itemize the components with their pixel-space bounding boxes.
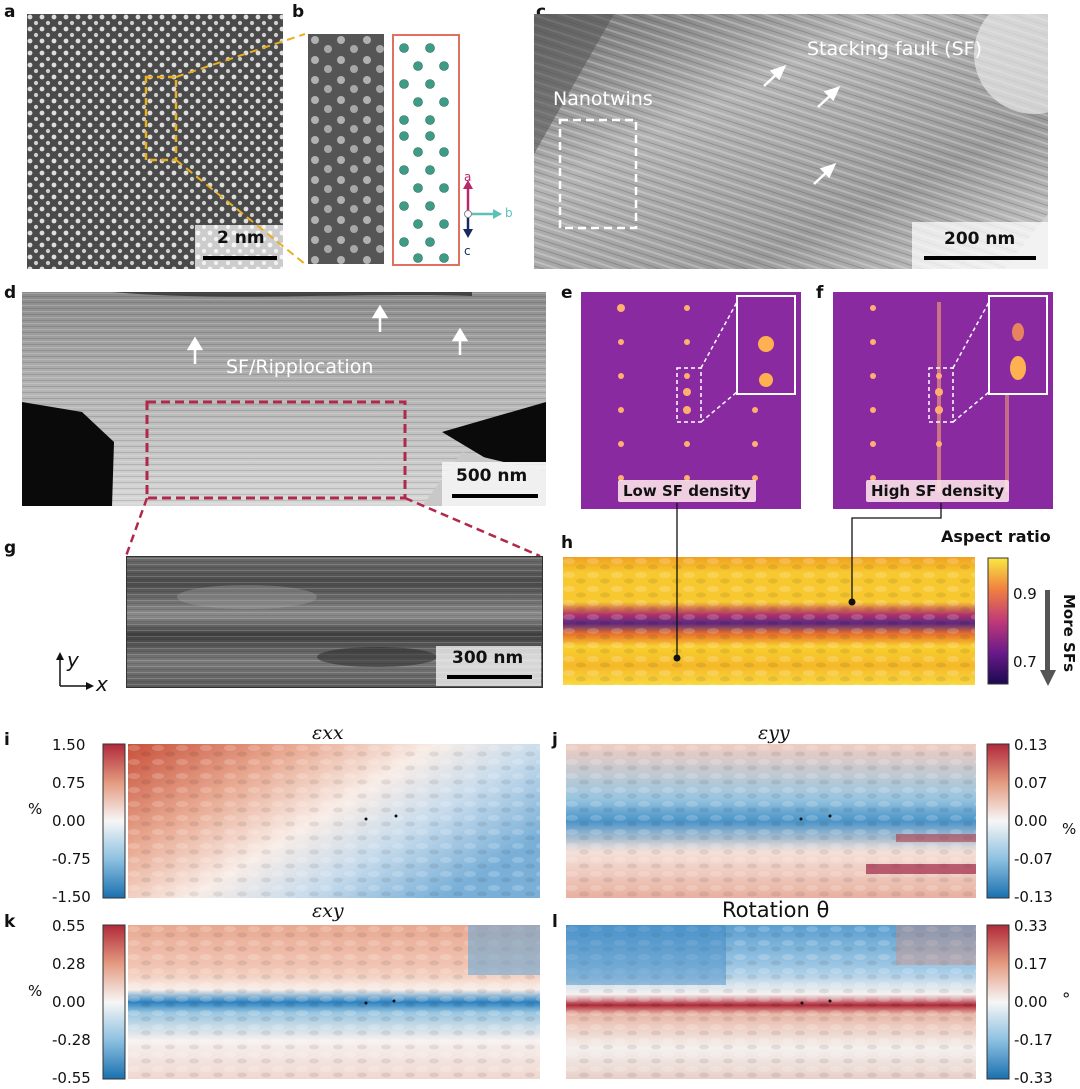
panel-l-tick-4: -0.33 — [1014, 1069, 1053, 1087]
panel-c-scalebar-label: 200 nm — [944, 229, 1016, 249]
panel-h-tick-0: 0.9 — [1013, 585, 1037, 603]
panel-j-colorbar — [986, 743, 1010, 899]
panel-label-b: b — [292, 2, 305, 22]
panel-k-tick-3: -0.28 — [52, 1031, 91, 1049]
panel-i-colorbar — [102, 743, 126, 899]
high-sf-density-label: High SF density — [866, 480, 1010, 502]
panel-l-tick-0: 0.33 — [1014, 917, 1048, 935]
panel-j-tick-4: -0.13 — [1014, 888, 1053, 906]
panel-a-scalebar-label: 2 nm — [217, 228, 265, 248]
panel-k-unit: % — [28, 982, 43, 1000]
panel-l-unit: ° — [1062, 990, 1071, 1010]
panel-k-tick-4: -0.55 — [52, 1069, 91, 1087]
panel-l-colorbar — [986, 924, 1010, 1080]
panel-h-colorbar — [987, 557, 1009, 685]
axis-label-c: c — [464, 244, 471, 258]
aspect-ratio-title: Aspect ratio — [941, 527, 1051, 546]
panel-i-strain-map — [128, 744, 540, 898]
zoom-lines-d-g — [124, 496, 541, 558]
panel-j-title: εyy — [758, 722, 790, 744]
panel-j-unit: % — [1062, 820, 1077, 838]
panel-label-c: c — [536, 2, 547, 22]
panel-j-tick-0: 0.13 — [1014, 736, 1048, 754]
panel-i-tick-4: -1.50 — [52, 888, 91, 906]
nanotwins-label: Nanotwins — [553, 88, 653, 110]
sf-ripplocation-label: SF/Ripplocation — [226, 356, 374, 378]
panel-label-d: d — [4, 283, 17, 303]
panel-j-tick-2: 0.00 — [1014, 812, 1048, 830]
panel-j-tick-3: -0.07 — [1014, 850, 1053, 868]
more-sfs-arrow — [1040, 590, 1056, 686]
panel-c-annotations — [558, 64, 841, 230]
panel-e-fft — [581, 292, 801, 509]
panel-l-tick-2: 0.00 — [1014, 993, 1048, 1011]
panel-label-i: i — [4, 730, 10, 750]
panel-l-title: Rotation θ — [722, 898, 830, 922]
panel-i-unit: % — [28, 800, 43, 818]
panel-label-k: k — [4, 912, 16, 932]
panel-k-tick-1: 0.28 — [52, 955, 86, 973]
stacking-fault-label: Stacking fault (SF) — [807, 38, 982, 60]
panel-a-scalebar-bg — [195, 225, 283, 269]
panel-d-scalebar-label: 500 nm — [456, 466, 528, 486]
panel-i-tick-2: 0.00 — [52, 812, 86, 830]
panel-g-scalebar-bg — [436, 646, 541, 686]
xy-axes — [56, 652, 94, 690]
panel-l-rotation-map — [566, 925, 976, 1079]
panel-b-atomic-model — [392, 34, 460, 266]
panel-d-annotations — [145, 304, 469, 500]
panel-i-tick-3: -0.75 — [52, 850, 91, 868]
panel-k-title: εxy — [312, 900, 344, 922]
panel-f-fft — [833, 292, 1053, 509]
axis-x-label: x — [96, 672, 108, 696]
panel-c-scalebar-bg — [912, 222, 1048, 269]
axis-label-a: a — [464, 170, 472, 184]
panel-b-hrtem-zoom — [308, 34, 384, 264]
panel-label-h: h — [561, 533, 574, 553]
panel-d-scalebar — [452, 494, 538, 498]
more-sfs-label: More SFs — [1060, 594, 1078, 673]
panel-l-tick-3: -0.17 — [1014, 1031, 1053, 1049]
atom-lattice — [399, 43, 449, 263]
panel-e-f-h-connectors — [673, 503, 942, 662]
panel-i-tick-1: 0.75 — [52, 774, 86, 792]
panel-g-scalebar — [447, 675, 532, 679]
panel-label-l: l — [552, 912, 558, 932]
panel-a-scalebar — [203, 256, 277, 260]
panel-label-e: e — [561, 283, 573, 303]
panel-l-tick-1: 0.17 — [1014, 955, 1048, 973]
panel-i-tick-0: 1.50 — [52, 736, 86, 754]
panel-h-aspect-ratio-map — [563, 557, 975, 685]
panel-k-tick-0: 0.55 — [52, 917, 86, 935]
low-sf-density-label: Low SF density — [618, 480, 756, 502]
panel-k-strain-map — [128, 925, 540, 1079]
panel-label-f: f — [816, 283, 824, 303]
axis-label-b: b — [505, 206, 513, 220]
panel-i-title: εxx — [312, 722, 344, 744]
crystal-axes — [463, 180, 502, 238]
panel-label-j: j — [552, 730, 558, 750]
panel-label-g: g — [4, 538, 17, 558]
panel-g-scalebar-label: 300 nm — [452, 648, 524, 668]
panel-k-colorbar — [102, 924, 126, 1080]
panel-j-tick-1: 0.07 — [1014, 774, 1048, 792]
panel-d-scalebar-bg — [442, 462, 546, 506]
axis-y-label: y — [67, 648, 79, 672]
panel-j-strain-map — [566, 744, 976, 898]
panel-c-scalebar — [924, 256, 1036, 260]
panel-label-a: a — [4, 2, 16, 22]
panel-h-tick-1: 0.7 — [1013, 653, 1037, 671]
panel-k-tick-2: 0.00 — [52, 993, 86, 1011]
panel-a-zoom-box — [144, 75, 178, 162]
zoom-lines-a-b — [175, 33, 306, 265]
